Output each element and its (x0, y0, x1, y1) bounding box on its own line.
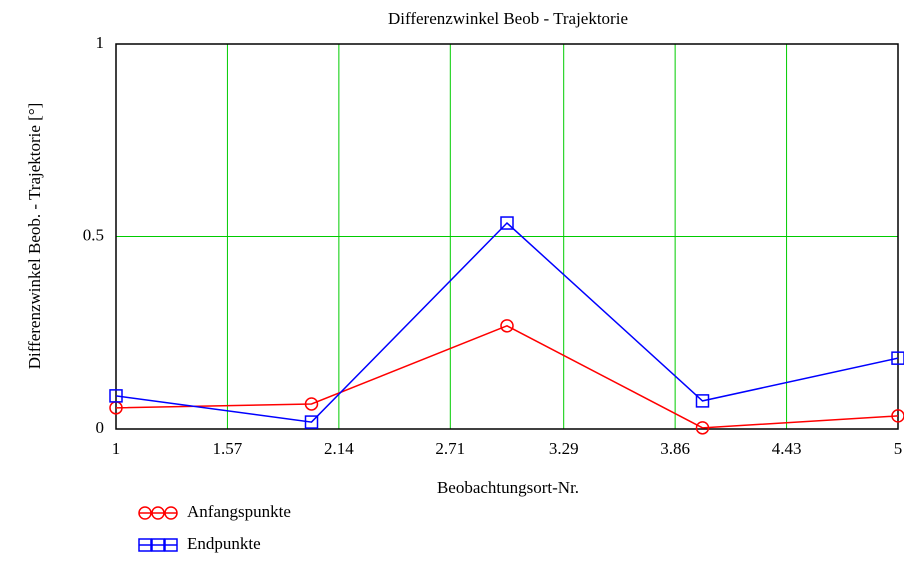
marker (164, 506, 178, 520)
legend-label: Anfangspunkte (187, 502, 291, 521)
series-line (115, 324, 899, 429)
series-line (115, 221, 899, 423)
x-tick-label: 1 (112, 439, 121, 458)
y-tick-label: 0 (96, 418, 105, 437)
x-tick-label: 4.43 (772, 439, 802, 458)
marker (109, 389, 123, 403)
marker (138, 538, 152, 552)
marker (164, 538, 178, 552)
marker (500, 216, 514, 230)
marker (891, 351, 904, 365)
marker (304, 397, 319, 411)
marker (695, 394, 710, 408)
y-tick-label: 0.5 (83, 225, 104, 244)
x-tick-label: 2.14 (324, 439, 354, 458)
x-tick-label: 5 (894, 439, 903, 458)
marker (500, 319, 514, 333)
x-tick-label: 3.29 (549, 439, 579, 458)
chart-title: Differenzwinkel Beob - Trajektorie (388, 9, 628, 28)
y-axis-label: Differenzwinkel Beob. - Trajektorie [°] (25, 103, 44, 370)
marker (304, 415, 319, 429)
plot-frame (115, 43, 899, 430)
legend-label: Endpunkte (187, 534, 261, 553)
x-tick-label: 3.86 (660, 439, 690, 458)
x-tick-label: 1.57 (213, 439, 243, 458)
marker (151, 538, 165, 552)
marker (151, 506, 165, 520)
y-tick-label: 1 (96, 33, 105, 52)
marker (138, 506, 152, 520)
marker (891, 409, 904, 423)
marker (695, 421, 710, 435)
x-tick-label: 2.71 (435, 439, 465, 458)
x-axis-label: Beobachtungsort-Nr. (437, 478, 579, 497)
